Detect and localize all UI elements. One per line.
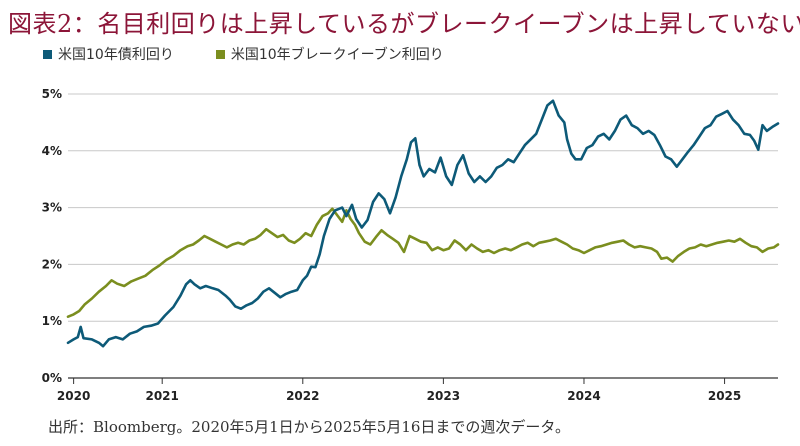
legend-label-nominal-yield: 米国10年債利回り — [58, 47, 174, 63]
legend-label-breakeven-yield: 米国10年ブレークイーブン利回り — [230, 47, 444, 63]
y-tick-label: 4% — [42, 144, 62, 158]
series-line-nominal-yield — [66, 99, 780, 348]
source-note: 出所：Bloomberg。2020年5月1日から2025年5月16日までの週次デ… — [48, 418, 570, 436]
x-tick-label: 2021 — [145, 389, 178, 403]
x-tick-label: 2024 — [567, 389, 600, 403]
legend: 米国10年債利回り 米国10年ブレークイーブン利回り — [43, 44, 444, 64]
x-tick-label: 2020 — [57, 389, 90, 403]
chart-title: 図表2：名目利回りは上昇しているがブレークイーブンは上昇していない — [8, 10, 800, 38]
y-tick-label: 1% — [42, 314, 62, 328]
y-tick-label: 0% — [42, 371, 62, 385]
y-tick-label: 3% — [42, 201, 62, 215]
legend-swatch-nominal-yield — [43, 49, 52, 59]
x-tick-label: 2025 — [708, 389, 741, 403]
legend-swatch-breakeven-yield — [215, 49, 225, 59]
x-tick-label: 2023 — [427, 389, 460, 403]
x-tick-label: 2022 — [286, 389, 319, 403]
series-line-breakeven-yield — [66, 207, 780, 318]
y-tick-label: 5% — [42, 87, 62, 101]
legend-item-nominal-yield: 米国10年債利回り — [43, 44, 174, 64]
y-tick-label: 2% — [42, 257, 62, 271]
legend-item-breakeven-yield: 米国10年ブレークイーブン利回り — [215, 44, 444, 64]
